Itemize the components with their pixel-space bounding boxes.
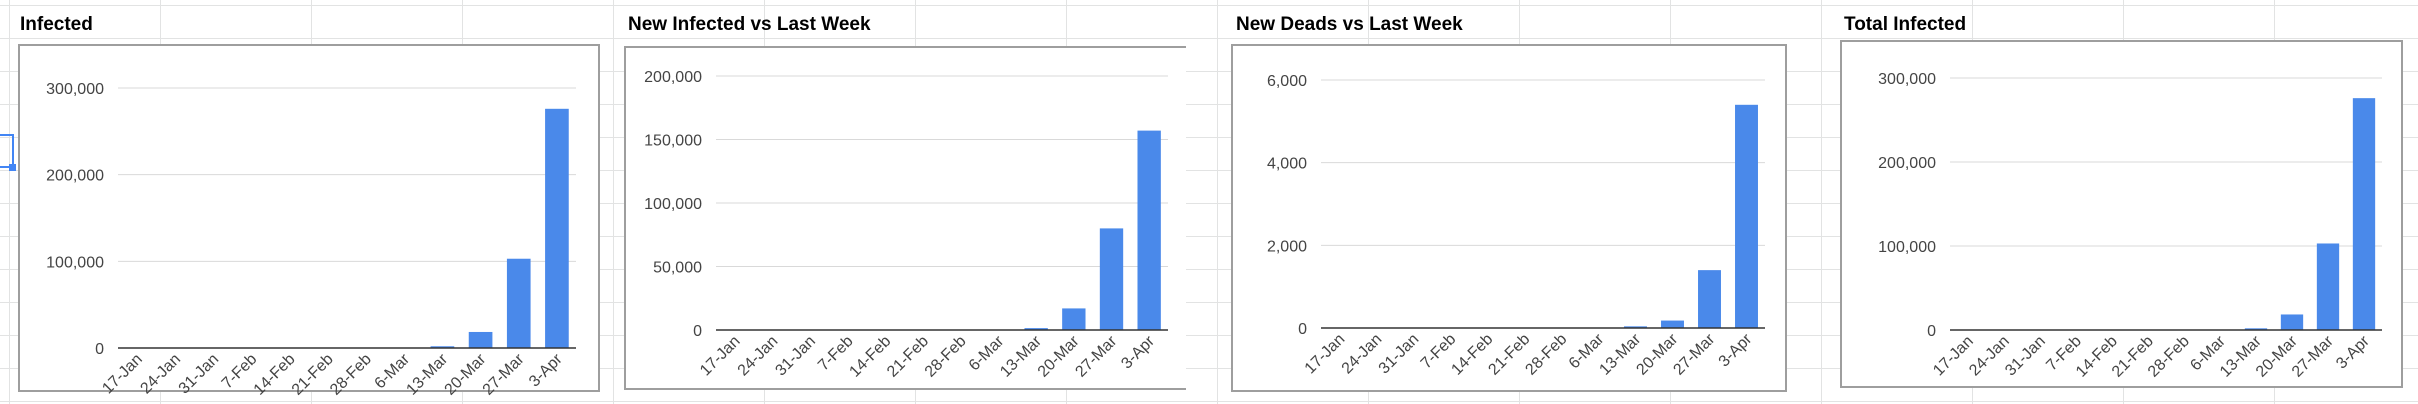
bar-3-Apr[interactable] — [1735, 104, 1758, 328]
y-tick-label: 0 — [1298, 321, 1307, 338]
y-tick-label: 200,000 — [46, 168, 104, 185]
x-tick-label: 14-Feb — [846, 333, 894, 381]
x-tick-label: 31-Jan — [772, 333, 819, 380]
y-tick-label: 4,000 — [1267, 156, 1307, 173]
x-tick-label: 17-Jan — [99, 351, 146, 398]
bar-20-Mar[interactable] — [2280, 314, 2304, 330]
x-tick-label: 3-Apr — [2333, 332, 2373, 372]
y-tick-label: 150,000 — [644, 133, 702, 150]
chart-new-deads[interactable]: 0 2,000 4,000 6,000 17-Jan 24-Jan 31-Jan 7-Feb 1… — [1231, 44, 1787, 392]
y-tick-label: 0 — [1927, 323, 1936, 340]
x-tick-label: 27-Mar — [480, 350, 528, 398]
y-tick-label: 300,000 — [1878, 71, 1936, 88]
chart-canvas: 0 100,000 200,000 300,000 17-Jan24-Jan31-Jan… — [1878, 71, 2382, 381]
bar-13-Mar[interactable] — [430, 346, 455, 348]
x-tick-label: 31-Jan — [176, 351, 223, 398]
x-tick-label: 13-Mar — [403, 350, 451, 398]
chart-title: New Infected vs Last Week — [628, 14, 871, 35]
bar-3-Apr[interactable] — [545, 108, 569, 348]
x-tick-label: 17-Jan — [697, 333, 744, 380]
y-tick-label: 100,000 — [46, 254, 104, 271]
bar-27-Mar[interactable] — [506, 258, 531, 348]
x-tick-label: 31-Jan — [1376, 331, 1423, 378]
x-tick-label: 24-Jan — [1339, 331, 1386, 378]
bar-3-Apr[interactable] — [2352, 98, 2376, 330]
bar-27-Mar[interactable] — [1099, 228, 1124, 330]
y-tick-label: 200,000 — [644, 69, 702, 86]
x-tick-label: 3-Apr — [1118, 332, 1158, 372]
x-tick-label: 28-Feb — [327, 351, 375, 399]
bar-27-Mar[interactable] — [1698, 270, 1721, 328]
bar-3-Apr[interactable] — [1137, 130, 1161, 330]
x-tick-label: 17-Jan — [1302, 331, 1349, 378]
x-tick-label: 24-Jan — [735, 333, 782, 380]
bar-13-Mar[interactable] — [2244, 328, 2268, 330]
x-tick-label: 21-Feb — [884, 333, 932, 381]
bar-20-Mar[interactable] — [1062, 308, 1086, 330]
y-tick-label: 100,000 — [644, 196, 702, 213]
x-tick-label: 31-Jan — [2002, 333, 2049, 380]
x-tick-label: 28-Feb — [1522, 331, 1570, 379]
x-tick-label: 28-Feb — [2145, 333, 2193, 381]
chart-title: New Deads vs Last Week — [1236, 14, 1463, 35]
y-tick-label: 0 — [693, 323, 702, 340]
bar-20-Mar[interactable] — [1661, 320, 1684, 328]
y-tick-label: 0 — [95, 341, 104, 358]
x-tick-label: 24-Jan — [1966, 333, 2013, 380]
x-tick-label: 27-Mar — [1072, 332, 1120, 380]
x-tick-label: 20-Mar — [442, 350, 490, 398]
y-tick-label: 6,000 — [1267, 73, 1307, 90]
bar-20-Mar[interactable] — [468, 331, 493, 348]
y-tick-label: 300,000 — [46, 81, 104, 98]
x-tick-label: 3-Apr — [1716, 330, 1756, 370]
x-tick-label: 17-Jan — [1930, 333, 1977, 380]
bar-13-Mar[interactable] — [1624, 326, 1647, 328]
cell-fill-handle[interactable] — [9, 164, 16, 171]
chart-title: Infected — [20, 14, 93, 35]
x-tick-label: 24-Jan — [137, 351, 184, 398]
x-tick-label: 27-Mar — [2289, 332, 2337, 380]
x-tick-label: 27-Mar — [1670, 330, 1718, 378]
bar-13-Mar[interactable] — [1024, 328, 1048, 330]
chart-title: Total Infected — [1844, 14, 1967, 35]
bar-27-Mar[interactable] — [2316, 243, 2340, 330]
chart-total-infected[interactable]: 0 100,000 200,000 300,000 17-Jan 24-Jan 31-Jan… — [1840, 40, 2403, 388]
x-tick-label: 21-Feb — [289, 351, 337, 399]
chart-new-infected[interactable]: 0 50,000 100,000 150,000 200,000 17-Jan 24-Jan… — [624, 46, 1186, 390]
y-tick-label: 100,000 — [1878, 239, 1936, 256]
y-tick-label: 200,000 — [1878, 155, 1936, 172]
selected-cell-outline — [0, 134, 14, 168]
chart-canvas: 0 100,000 200,000 300,000 17-Jan24-Jan31-Jan… — [46, 81, 576, 399]
y-tick-label: 2,000 — [1267, 238, 1307, 255]
x-tick-label: 14-Feb — [251, 351, 299, 399]
x-tick-label: 28-Feb — [922, 333, 970, 381]
y-tick-label: 50,000 — [653, 260, 702, 277]
chart-infected[interactable]: 0 100,000 200,000 300,000 17-Jan 24-Jan 31-Jan… — [18, 44, 600, 399]
chart-canvas: 02,0004,0006,00017-Jan24-Jan31-Jan7-Feb1… — [1267, 73, 1765, 379]
chart-canvas: 0 50,000 100,000 150,000 200,000 17-Jan24-Jan… — [644, 69, 1168, 381]
x-tick-label: 3-Apr — [526, 350, 566, 390]
